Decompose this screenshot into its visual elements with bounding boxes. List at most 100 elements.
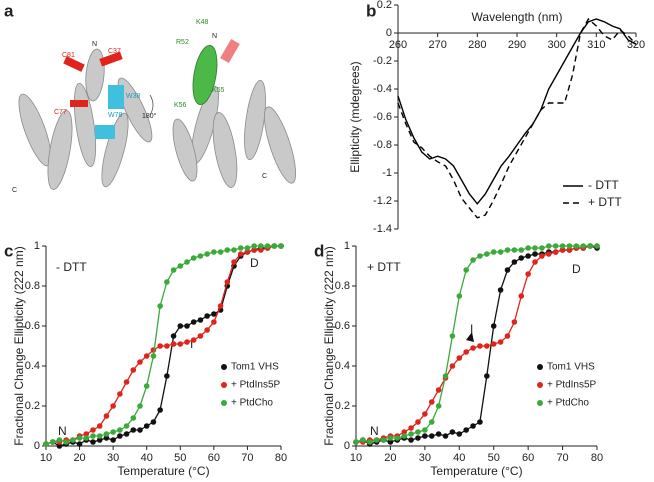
data-point <box>532 245 538 251</box>
legend-label: Tom1 VHS <box>547 362 595 373</box>
legend-label: Tom1 VHS <box>231 362 279 373</box>
x-tick-label: 10 <box>40 452 52 464</box>
x-tick-label: 270 <box>428 39 446 51</box>
structure-label: R52 <box>176 39 189 46</box>
data-point <box>456 355 463 361</box>
x-tick-label: 260 <box>389 39 407 51</box>
data-point <box>470 345 476 351</box>
data-point <box>539 253 545 259</box>
data-point <box>408 431 414 437</box>
data-point <box>130 427 137 433</box>
x-tick-label: 50 <box>488 452 500 464</box>
data-point <box>130 415 137 421</box>
annotation: - DTT <box>56 260 87 274</box>
data-point <box>224 279 231 285</box>
data-point <box>497 287 504 293</box>
data-point <box>177 263 184 269</box>
data-point <box>387 435 394 441</box>
annotation: N <box>58 424 67 438</box>
structure-label: N <box>212 33 217 40</box>
data-point <box>463 427 469 433</box>
data-point <box>157 343 163 349</box>
data-point <box>449 333 456 339</box>
data-point <box>76 435 83 441</box>
data-point <box>415 419 421 425</box>
data-point <box>143 383 150 389</box>
data-point <box>580 243 587 249</box>
legend-swatch <box>537 400 543 406</box>
data-point <box>70 437 76 443</box>
panel-label: c <box>4 241 13 260</box>
structure-label: C77 <box>54 109 67 116</box>
data-point <box>463 349 469 355</box>
x-tick-label: 280 <box>468 39 486 51</box>
data-point <box>117 433 123 439</box>
y-tick-label: -1 <box>382 167 392 179</box>
data-point <box>190 319 197 325</box>
data-point <box>157 303 163 309</box>
data-point <box>504 267 511 273</box>
data-point <box>484 343 490 349</box>
legend-swatch <box>221 364 227 370</box>
y-tick-label: -0.6 <box>373 111 392 123</box>
data-point <box>587 243 593 249</box>
data-point <box>532 251 538 257</box>
data-point <box>532 259 538 265</box>
data-point <box>470 257 476 263</box>
structure-label: K56 <box>174 102 187 109</box>
data-point <box>123 379 130 385</box>
data-point <box>76 441 83 447</box>
y-axis-label: Fractional Change Ellipticity (222 nm) <box>12 246 26 445</box>
arrowhead <box>466 332 474 342</box>
data-point <box>83 435 90 441</box>
data-point <box>90 439 96 445</box>
y-tick-label: 0 <box>386 27 392 39</box>
data-point <box>422 427 428 433</box>
data-point <box>90 433 96 439</box>
data-point <box>137 359 143 365</box>
data-point <box>428 419 435 425</box>
data-point <box>170 267 177 273</box>
data-point <box>511 259 518 265</box>
data-point <box>237 245 244 251</box>
data-point <box>96 437 103 443</box>
x-tick-label: 50 <box>174 452 186 464</box>
y-tick-label: 0.4 <box>25 360 40 372</box>
data-point <box>435 431 442 437</box>
data-point <box>143 423 150 429</box>
data-point <box>177 323 184 329</box>
data-point <box>150 353 157 359</box>
data-point <box>552 249 559 255</box>
fit-line <box>355 245 598 445</box>
data-line <box>397 18 637 205</box>
data-point <box>415 435 421 441</box>
y-axis-label: Fractional Change Ellipticity (222 nm) <box>322 246 336 445</box>
data-point <box>137 403 143 409</box>
legend-label: + PtdCho <box>547 398 589 409</box>
panel-label: b <box>366 1 376 20</box>
y-tick-label: 0.2 <box>25 400 40 412</box>
data-point <box>360 437 366 443</box>
data-point <box>43 441 49 447</box>
data-point <box>56 443 63 449</box>
data-point <box>435 387 442 393</box>
fit-line <box>356 245 597 443</box>
structure-label: W78 <box>108 112 123 119</box>
structure-label: C <box>262 173 267 180</box>
data-point <box>197 333 204 339</box>
data-point <box>49 439 56 445</box>
x-tick-label: 80 <box>591 452 603 464</box>
data-point <box>490 323 497 329</box>
y-tick-label: 0.4 <box>335 360 350 372</box>
data-point <box>477 343 483 349</box>
x-tick-label: 300 <box>547 39 565 51</box>
data-point <box>197 253 204 259</box>
fit-line <box>45 245 281 445</box>
legend-label: + PtdIns5P <box>231 380 281 391</box>
data-point <box>497 249 504 255</box>
data-point <box>504 333 511 339</box>
data-point <box>449 363 456 369</box>
data-point <box>366 439 373 445</box>
data-point <box>211 319 217 325</box>
